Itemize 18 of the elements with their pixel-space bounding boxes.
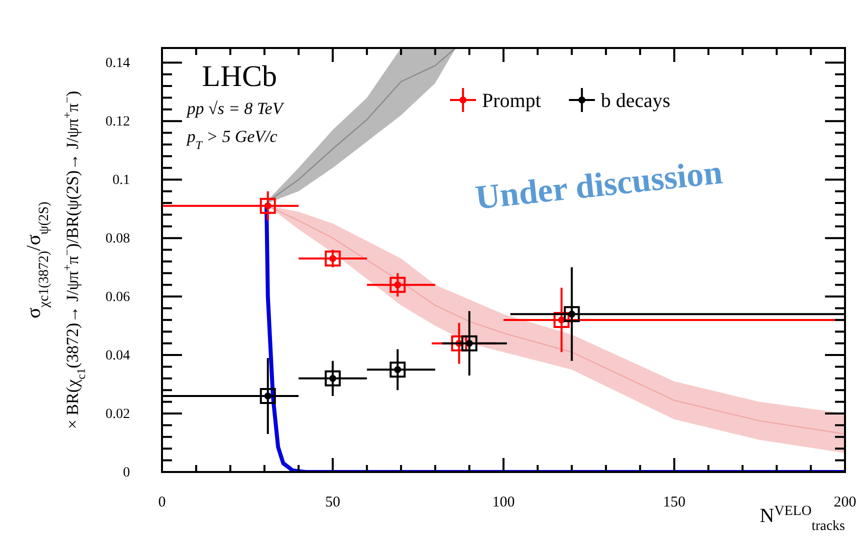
x-tick-label: 0 — [158, 494, 166, 511]
y-tick-label: 0.04 — [106, 348, 130, 364]
annotation: pp √s = 8 TeV — [186, 99, 286, 118]
annotation: p$_{T}$ > 5 GeV/c — [186, 127, 278, 152]
y-tick-label: 0.08 — [106, 232, 130, 247]
legend-label: Prompt — [482, 90, 542, 112]
x-tick-label: 150 — [663, 494, 686, 511]
annotation: Under discussion — [474, 154, 724, 217]
legend-label: b decays — [600, 90, 671, 112]
x-tick-label: 100 — [492, 494, 515, 511]
y-tick-label: 0.12 — [106, 114, 130, 130]
annotation: LHCb — [202, 60, 277, 93]
y-tick-label: 0.02 — [106, 406, 130, 422]
y-tick-label: 0.1 — [112, 173, 130, 188]
y-tick-label: 0.06 — [106, 290, 130, 306]
y-tick-label: 0 — [123, 465, 130, 480]
x-tick-label: 50 — [325, 494, 340, 511]
y-tick-label: 0.14 — [106, 56, 130, 72]
